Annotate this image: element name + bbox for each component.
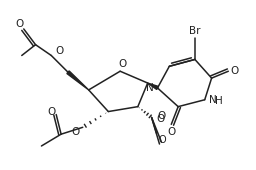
Text: O: O bbox=[16, 19, 24, 29]
Polygon shape bbox=[67, 71, 89, 90]
Text: Br: Br bbox=[189, 26, 201, 36]
Text: O: O bbox=[167, 127, 175, 137]
Text: O: O bbox=[47, 107, 55, 117]
Polygon shape bbox=[148, 83, 158, 89]
Text: O: O bbox=[158, 135, 166, 145]
Text: O: O bbox=[118, 59, 126, 69]
Text: O: O bbox=[230, 66, 238, 76]
Text: O: O bbox=[157, 112, 166, 122]
Text: O: O bbox=[71, 127, 80, 137]
Text: H: H bbox=[215, 96, 222, 106]
Text: O: O bbox=[55, 46, 63, 56]
Text: N: N bbox=[209, 95, 216, 105]
Text: O: O bbox=[156, 114, 165, 124]
Text: N: N bbox=[146, 83, 154, 93]
